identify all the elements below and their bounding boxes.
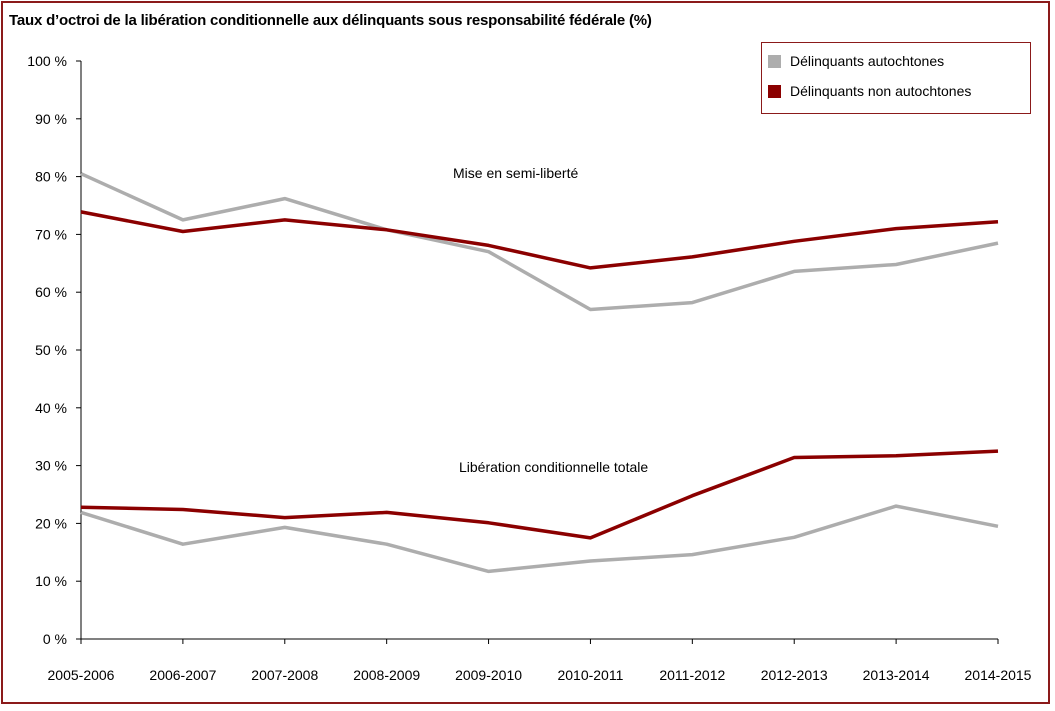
x-tick-label: 2005-2006 xyxy=(48,667,115,683)
y-tick-label: 40 % xyxy=(35,400,67,416)
legend-label-autochtones: Délinquants autochtones xyxy=(790,53,945,69)
x-tick-label: 2008-2009 xyxy=(353,667,420,683)
annotation-semi-liberte: Mise en semi-liberté xyxy=(453,165,578,181)
y-tick-label: 0 % xyxy=(43,631,67,647)
series-line-totale-autochtones xyxy=(80,504,999,574)
y-tick-label: 30 % xyxy=(35,458,67,474)
y-tick-label: 70 % xyxy=(35,226,67,242)
legend-item-non-autochtones: Délinquants non autochtones xyxy=(768,83,971,99)
y-tick-label: 50 % xyxy=(35,342,67,358)
series-lines xyxy=(80,172,999,574)
y-tick-label: 60 % xyxy=(35,284,67,300)
x-tick-label: 2011-2012 xyxy=(659,667,725,683)
y-tick-label: 90 % xyxy=(35,111,67,127)
legend-label-non-autochtones: Délinquants non autochtones xyxy=(790,83,972,99)
y-tick-label: 100 % xyxy=(27,53,67,69)
annotation-liberation-totale: Libération conditionnelle totale xyxy=(459,459,648,475)
legend-swatch-autochtones xyxy=(768,54,781,68)
legend: Délinquants autochtones Délinquants non … xyxy=(761,42,1031,114)
series-line-semi_liberte-autochtones xyxy=(80,172,999,312)
y-tick-label: 80 % xyxy=(35,169,67,185)
x-tick-label: 2012-2013 xyxy=(761,667,828,683)
y-tick-label: 20 % xyxy=(35,515,67,531)
x-tick-label: 2006-2007 xyxy=(149,667,216,683)
series-line-semi_liberte-non-autochtones xyxy=(80,210,999,270)
x-tick-label: 2009-2010 xyxy=(455,667,522,683)
y-tick-label: 10 % xyxy=(35,573,67,589)
series-line-totale-non-autochtones xyxy=(80,449,999,540)
x-tick-label: 2014-2015 xyxy=(965,667,1032,683)
chart-title: Taux d’octroi de la libération condition… xyxy=(9,12,652,29)
y-axis: 0 % 10 % 20 % 30 % 40 % 50 % 60 % 70 % 80 % 90 % 1… xyxy=(27,53,82,647)
legend-swatch-non-autochtones xyxy=(768,84,781,98)
x-tick-label: 2013-2014 xyxy=(863,667,930,683)
x-tick-label: 2007-2008 xyxy=(251,667,318,683)
x-tick-label: 2010-2011 xyxy=(557,667,623,683)
x-axis: 2005-2006 2006-2007 2007-2008 2008-2009 2009… xyxy=(48,638,1032,683)
legend-item-autochtones: Délinquants autochtones xyxy=(768,53,944,69)
